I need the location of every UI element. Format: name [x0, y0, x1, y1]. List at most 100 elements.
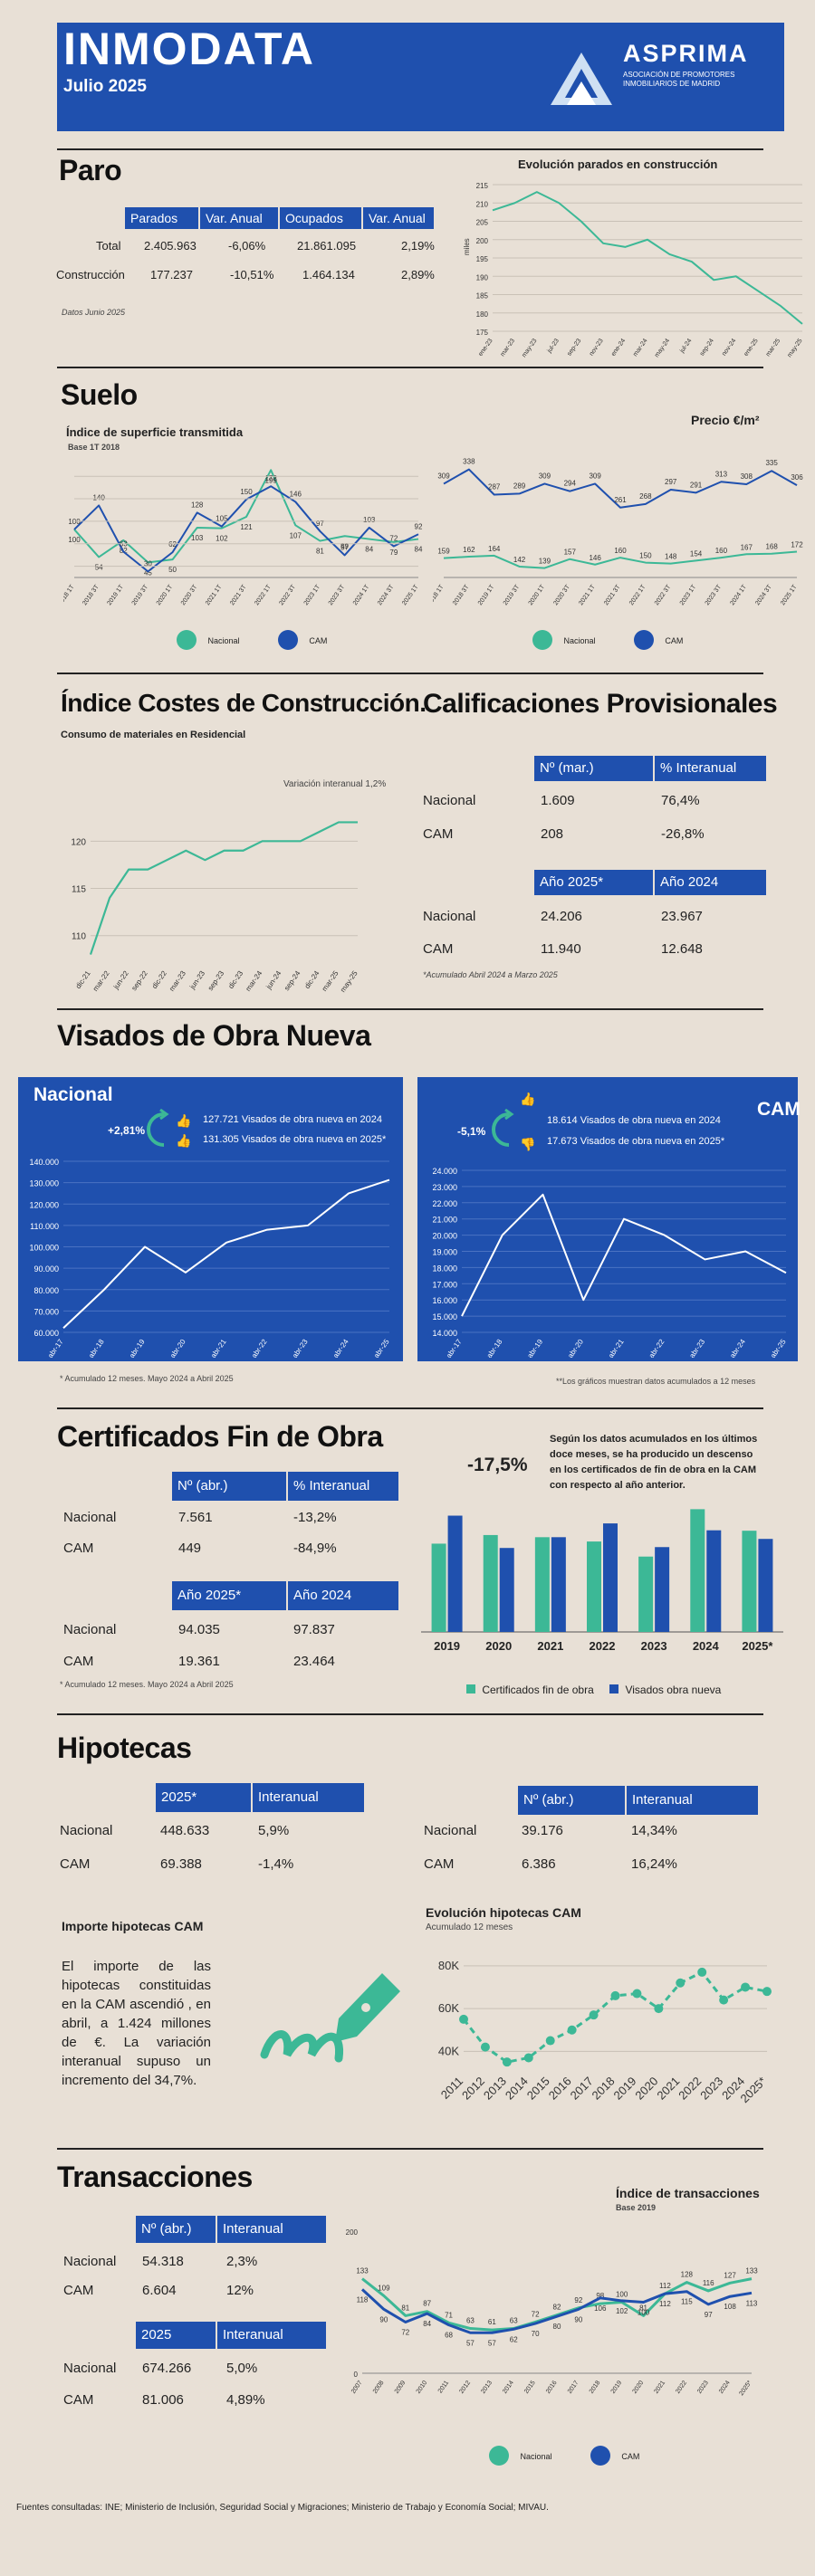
divider — [57, 148, 763, 150]
data-point — [676, 1978, 686, 1988]
x-tick-label: 2021 1T — [205, 584, 224, 607]
x-tick-label: abr-23 — [291, 1338, 310, 1358]
y-tick-label: 15.000 — [432, 1312, 457, 1321]
data-label: 30 — [144, 559, 152, 568]
x-tick-label: dic-22 — [150, 969, 168, 990]
pen-signature-icon — [260, 1973, 400, 2063]
data-label: 164 — [488, 545, 501, 553]
x-tick-label: nov-24 — [721, 338, 737, 358]
x-tick-label: 2019 — [610, 2380, 624, 2395]
x-tick-label: dic-21 — [74, 969, 92, 990]
table-header: Año 2025* — [172, 1581, 286, 1610]
data-point — [632, 1989, 642, 1999]
x-tick-label: 2019 3T — [503, 584, 522, 607]
table-cell: 674.266 — [142, 2361, 192, 2376]
x-tick-label: 2019 1T — [106, 584, 125, 607]
x-tick-label: 2018 1T — [63, 584, 76, 607]
data-point — [567, 2025, 577, 2035]
table-cell: 11.940 — [541, 941, 581, 957]
y-tick-label: 22.000 — [432, 1199, 457, 1208]
x-tick-label: ene-25 — [743, 338, 760, 358]
table-cell: -10,51% — [230, 268, 274, 281]
data-label: 313 — [715, 470, 728, 478]
table-cell: 449 — [178, 1541, 202, 1556]
data-label: 121 — [240, 523, 253, 531]
table-header: Interanual — [217, 2216, 326, 2243]
transacciones-chart: 0 200 2007 2008 2009 2010 2011 2012 2013 2014 2015… — [346, 2228, 759, 2397]
data-label: 157 — [564, 549, 577, 557]
table-cell: 16,24% — [631, 1856, 677, 1872]
data-label: 291 — [690, 481, 703, 489]
x-tick-label: 2025 1T — [780, 584, 799, 607]
table-cell: 177.237 — [150, 268, 193, 281]
x-tick-label: 2024 1T — [352, 584, 371, 607]
x-tick-label: 2021 — [654, 2075, 682, 2103]
data-label: 107 — [290, 531, 302, 539]
data-label: 140 — [92, 493, 105, 501]
data-label: 112 — [659, 2282, 671, 2290]
y-tick-label: 140.000 — [29, 1158, 59, 1167]
y-tick-label: 130.000 — [29, 1179, 59, 1188]
data-label: 160 — [614, 547, 627, 555]
data-label: 335 — [765, 459, 778, 467]
data-label: 146 — [290, 490, 302, 498]
x-tick-label: jul-23 — [546, 338, 561, 355]
data-label: 309 — [437, 472, 450, 480]
data-label: 261 — [614, 496, 627, 504]
table-cell: 76,4% — [661, 793, 700, 808]
data-label: 84 — [423, 2320, 431, 2328]
x-tick-label: jun-22 — [111, 969, 130, 992]
data-label: 92 — [415, 522, 423, 530]
data-label: 306 — [791, 473, 803, 482]
data-label: 87 — [423, 2300, 431, 2308]
table-cell: 448.633 — [160, 1823, 210, 1838]
x-tick-label: 2007 — [350, 2380, 364, 2395]
visados-cam-line1: 18.614 Visados de obra nueva en 2024 — [547, 1115, 721, 1126]
x-tick-label: 2019 — [610, 2075, 638, 2103]
legend: Nacional CAM — [177, 630, 327, 650]
x-tick-label: 2013 — [481, 2075, 509, 2103]
x-tick-label: 2023 1T — [303, 584, 322, 607]
x-tick-label: 2020 — [632, 2075, 660, 2103]
data-point — [719, 1995, 729, 2005]
x-tick-label: 2020 1T — [156, 584, 175, 607]
data-label: 199 — [264, 476, 277, 484]
legend-cam-dot — [590, 2446, 610, 2466]
y-tick-label: 180 — [476, 310, 489, 319]
x-tick-label: 2017 — [567, 2380, 580, 2395]
section-title-suelo: Suelo — [61, 378, 138, 411]
table-header: Var. Anual — [200, 207, 278, 229]
section-title-hipotecas: Hipotecas — [57, 1732, 192, 1764]
legend-label: CAM — [665, 636, 684, 646]
x-tick-label: abr-20 — [168, 1338, 187, 1358]
data-point — [523, 2053, 533, 2063]
table-cell: 23.464 — [293, 1654, 335, 1669]
y-tick-label: 16.000 — [432, 1296, 457, 1305]
row-label: CAM — [63, 2283, 94, 2298]
row-label: Nacional — [63, 1622, 117, 1637]
data-label: 62 — [510, 2335, 518, 2343]
y-tick-label: 175 — [476, 329, 489, 337]
data-label: 160 — [715, 547, 728, 555]
bar-certificados — [742, 1531, 757, 1632]
y-tick-label: 100.000 — [29, 1244, 59, 1253]
data-label: 63 — [510, 2317, 518, 2325]
chart-title: Índice de superficie transmitida — [66, 425, 244, 439]
x-tick-label: 2016 — [546, 2075, 574, 2103]
x-tick-label: 2021 3T — [229, 584, 248, 607]
data-label: 112 — [659, 2300, 671, 2308]
data-label: 146 — [589, 554, 601, 562]
data-label: 150 — [240, 488, 253, 496]
x-tick-label: 2020 — [632, 2380, 646, 2395]
x-tick-label: jun-23 — [187, 969, 206, 992]
importe-text: El importe de las hipotecas constituidas… — [62, 1959, 211, 2088]
data-label: 118 — [357, 2295, 369, 2304]
y-tick-label: 14.000 — [432, 1329, 457, 1338]
thumbs-up-icon: 👍 — [520, 1092, 536, 1106]
legend: Nacional CAM — [532, 630, 683, 650]
table-cell: 81.006 — [142, 2392, 184, 2408]
data-label: 45 — [144, 568, 152, 577]
bar-visados — [447, 1515, 463, 1632]
data-label: 308 — [741, 472, 753, 481]
data-label: 79 — [389, 549, 398, 557]
